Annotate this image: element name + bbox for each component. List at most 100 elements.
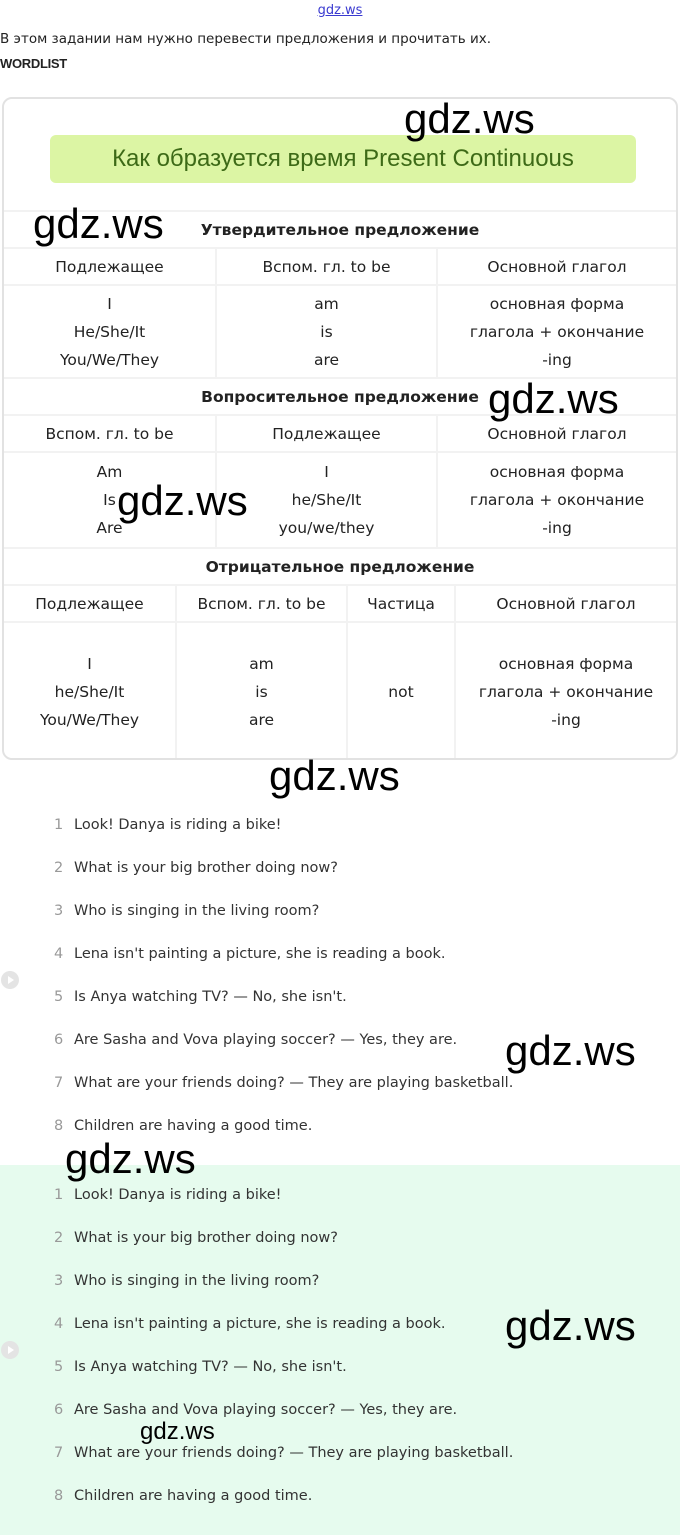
item-number: 4: [54, 1316, 64, 1332]
table-cell: am is are: [177, 623, 346, 758]
watermark: gdz.ws: [505, 1027, 636, 1074]
sentence-text: Children are having a good time.: [74, 1488, 313, 1504]
sentence-text: What is your big brother doing now?: [74, 860, 338, 876]
sentence-text: What is your big brother doing now?: [74, 1230, 338, 1246]
list-item: 4 Lena isn't painting a picture, she is r…: [54, 1316, 445, 1332]
item-number: 5: [54, 1359, 64, 1375]
sentence-text: Is Anya watching TV? — No, she isn't.: [74, 989, 347, 1005]
play-icon[interactable]: [1, 1341, 19, 1359]
wordlist-heading: WORDLIST: [0, 56, 67, 71]
cell-line: are: [313, 350, 340, 369]
column-header: Подлежащее: [4, 249, 215, 284]
list-item: 4 Lena isn't painting a picture, she is r…: [54, 946, 445, 962]
item-number: 6: [54, 1402, 64, 1418]
cell-line: you/we/they: [278, 519, 375, 537]
sentence-text: Are Sasha and Vova playing soccer? — Yes…: [74, 1032, 458, 1048]
watermark: gdz.ws: [140, 1418, 215, 1445]
cell-line: -ing: [551, 710, 581, 729]
item-number: 1: [54, 1187, 64, 1203]
item-number: 8: [54, 1118, 64, 1134]
cell-line: глагола + окончание: [469, 322, 645, 341]
section-heading: Вопросительное предложение: [4, 379, 676, 414]
table-cell: I He/She/It You/We/They: [4, 286, 215, 377]
list-item: 1 Look! Danya is riding a bike!: [54, 1187, 281, 1203]
cell-line: -ing: [542, 519, 572, 537]
cell-line: He/She/It: [73, 322, 146, 341]
table-cell: am is are: [217, 286, 436, 377]
sentence-text: Is Anya watching TV? — No, she isn't.: [74, 1359, 347, 1375]
cell-line: You/We/They: [59, 350, 160, 369]
sentence-text: Lena isn't painting a picture, she is re…: [74, 1316, 446, 1332]
item-number: 1: [54, 817, 64, 833]
item-number: 2: [54, 860, 64, 876]
cell-line: Are: [96, 519, 123, 537]
list-item: 3 Who is singing in the living room?: [54, 903, 319, 919]
cell-line: is: [255, 682, 268, 701]
item-number: 5: [54, 989, 64, 1005]
table-cell: Am Is Are: [4, 453, 215, 547]
item-number: 3: [54, 903, 64, 919]
list-item: 7 What are your friends doing? — They are…: [54, 1075, 513, 1091]
sentence-text: What are your friends doing? — They are …: [74, 1075, 514, 1091]
item-number: 7: [54, 1075, 64, 1091]
sentence-text: What are your friends doing? — They are …: [74, 1445, 514, 1461]
list-item: 3 Who is singing in the living room?: [54, 1273, 319, 1289]
cell-line: основная форма: [489, 463, 625, 481]
cell-line: I: [324, 463, 329, 481]
cell-line: am: [249, 654, 274, 673]
watermark: gdz.ws: [404, 95, 535, 142]
cell-line: основная форма: [489, 294, 625, 313]
grammar-table: Как образуется время Present Continuous …: [2, 97, 678, 760]
column-header: Вспом. гл. to be: [4, 416, 215, 451]
item-number: 2: [54, 1230, 64, 1246]
sentence-text: Children are having a good time.: [74, 1118, 313, 1134]
list-item: 2 What is your big brother doing now?: [54, 860, 338, 876]
item-number: 8: [54, 1488, 64, 1504]
list-item: 1 Look! Danya is riding a bike!: [54, 817, 281, 833]
cell-line: not: [388, 682, 414, 701]
watermark: gdz.ws: [488, 375, 619, 422]
cell-line: глагола + окончание: [469, 491, 645, 509]
column-header: Основной глагол: [438, 416, 676, 451]
column-header: Вспом. гл. to be: [217, 249, 436, 284]
watermark: gdz.ws: [33, 200, 164, 247]
watermark: gdz.ws: [269, 752, 400, 799]
sentence-text: Who is singing in the living room?: [74, 903, 320, 919]
play-icon[interactable]: [1, 971, 19, 989]
answer-section: [0, 1165, 680, 1535]
list-item: 8 Children are having a good time.: [54, 1118, 312, 1134]
cell-line: Is: [103, 491, 116, 509]
watermark: gdz.ws: [117, 477, 248, 524]
column-header: Частица: [348, 586, 454, 621]
section-heading: Отрицательное предложение: [4, 549, 676, 584]
item-number: 6: [54, 1032, 64, 1048]
cell-line: I: [87, 654, 92, 673]
item-number: 7: [54, 1445, 64, 1461]
cell-line: глагола + окончание: [478, 682, 654, 701]
list-item: 5 Is Anya watching TV? — No, she isn't.: [54, 989, 347, 1005]
section-heading: Утвердительное предложение: [4, 212, 676, 247]
table-cell: not: [348, 623, 454, 758]
column-header: Подлежащее: [217, 416, 436, 451]
list-item: 2 What is your big brother doing now?: [54, 1230, 338, 1246]
intro-text: В этом задании нам нужно перевести предл…: [0, 31, 492, 47]
cell-line: You/We/They: [39, 710, 140, 729]
cell-line: he/She/It: [54, 682, 125, 701]
watermark: gdz.ws: [505, 1302, 636, 1349]
sentence-text: Look! Danya is riding a bike!: [74, 1187, 282, 1203]
sentence-text: Are Sasha and Vova playing soccer? — Yes…: [74, 1402, 458, 1418]
site-link[interactable]: gdz.ws: [317, 3, 363, 18]
column-header: Подлежащее: [4, 586, 175, 621]
cell-line: am: [314, 294, 339, 313]
item-number: 3: [54, 1273, 64, 1289]
cell-line: are: [248, 710, 275, 729]
sentence-text: Look! Danya is riding a bike!: [74, 817, 282, 833]
cell-line: I: [107, 294, 112, 313]
table-cell: основная форма глагола + окончание -ing: [438, 286, 676, 377]
column-header: Вспом. гл. to be: [177, 586, 346, 621]
cell-line: основная форма: [498, 654, 634, 673]
cell-line: -ing: [542, 350, 572, 369]
cell-line: Am: [96, 463, 123, 481]
